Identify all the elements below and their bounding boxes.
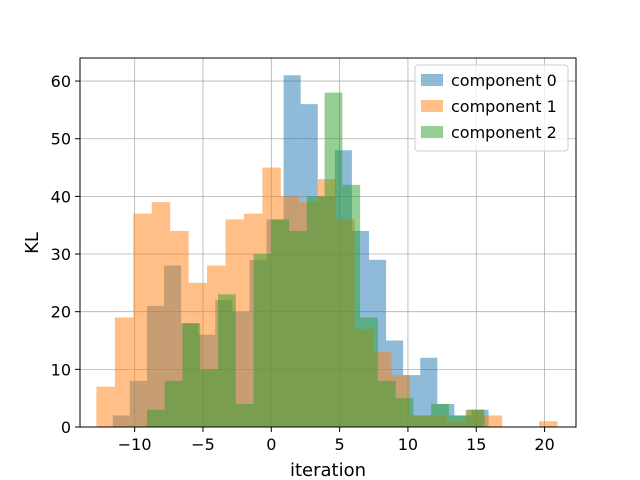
histogram-bar: [253, 254, 272, 427]
histogram-bar: [151, 202, 171, 427]
x-tick-label: 5: [335, 435, 345, 454]
histogram-bar: [360, 317, 378, 427]
histogram-bar: [200, 369, 219, 427]
x-tick-label: −10: [118, 435, 152, 454]
legend: component 0 component 1 component 2: [414, 64, 569, 152]
histogram-bar: [218, 294, 236, 427]
y-axis-label: KL: [22, 232, 43, 254]
histogram-bar: [235, 403, 254, 427]
histogram-bar: [114, 317, 134, 427]
legend-swatch: [421, 74, 443, 86]
x-tick-label: 0: [266, 435, 276, 454]
histogram-bar: [342, 184, 361, 427]
histogram-bar: [539, 421, 558, 427]
y-tick-label: 0: [61, 418, 71, 437]
histogram-bar: [466, 409, 485, 427]
y-tick-label: 20: [51, 303, 71, 322]
histogram-bar: [395, 398, 414, 427]
y-tick-label: 30: [51, 245, 71, 264]
y-tick-label: 10: [51, 360, 71, 379]
histogram-bar: [306, 196, 325, 427]
legend-label: component 2: [451, 123, 557, 142]
histogram-bar: [182, 323, 201, 427]
histogram-bar: [413, 415, 432, 427]
series-2-bars: [146, 92, 485, 427]
legend-swatch: [421, 100, 443, 112]
histogram-bar: [271, 219, 290, 427]
legend-label: component 1: [451, 97, 557, 116]
histogram-bar: [483, 415, 503, 427]
histogram-bar: [377, 380, 396, 427]
histogram-bar: [448, 415, 467, 427]
x-tick-label: −5: [191, 435, 215, 454]
histogram-bar: [431, 403, 449, 427]
histogram-bar: [289, 230, 307, 427]
x-axis-ticks: −10 −5 0 5 10 15 20: [118, 427, 555, 454]
y-tick-label: 60: [51, 72, 71, 91]
x-tick-label: 20: [534, 435, 554, 454]
legend-label: component 0: [451, 71, 557, 90]
plot-frame: [79, 57, 577, 428]
histogram-bar: [324, 92, 343, 427]
y-tick-label: 40: [51, 187, 71, 206]
x-axis-label: iteration: [290, 460, 366, 480]
x-tick-label: 10: [398, 435, 418, 454]
x-tick-label: 15: [466, 435, 486, 454]
legend-box: [414, 64, 569, 152]
y-tick-label: 50: [51, 130, 71, 149]
y-axis-ticks: 0 10 20 30 40 50 60: [51, 72, 80, 437]
histogram-bar: [96, 386, 115, 427]
histogram-bar: [133, 213, 152, 427]
histogram-bars: [96, 75, 558, 427]
histogram-bar: [146, 409, 165, 427]
legend-swatch: [421, 126, 443, 138]
histogram-bar: [164, 380, 183, 427]
